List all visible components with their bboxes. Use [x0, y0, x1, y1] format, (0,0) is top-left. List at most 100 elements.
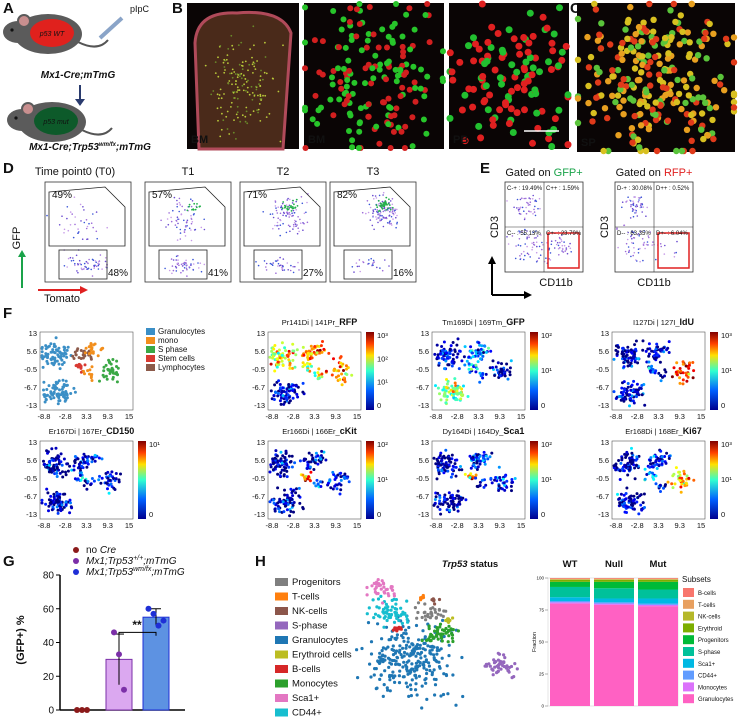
umap-dot — [436, 505, 440, 509]
cell-dot — [590, 109, 597, 117]
umap-dot — [395, 656, 400, 660]
umap-dot — [379, 594, 383, 599]
umap-dot — [279, 471, 283, 475]
cell-dot — [489, 121, 497, 129]
umap-dot — [276, 360, 280, 364]
legend-label: T-cells — [698, 603, 715, 609]
umap-dot — [307, 475, 311, 479]
umap-dot — [658, 360, 662, 364]
umap-dot — [443, 500, 447, 504]
cell-dot — [227, 62, 229, 64]
umap-dot — [292, 383, 296, 387]
umap-dot — [488, 455, 492, 459]
y-tick-label: -0.5 — [24, 365, 37, 374]
umap-dot — [481, 354, 485, 358]
event-dot — [74, 223, 76, 226]
cell-dot — [628, 81, 635, 89]
event-dot — [519, 198, 522, 201]
event-dot — [367, 211, 370, 214]
event-dot — [176, 262, 179, 265]
umap-dot — [288, 361, 292, 365]
cell-dot — [685, 53, 693, 60]
cell-dot — [252, 110, 255, 113]
event-dot — [182, 262, 184, 265]
x-tick-label: 15 — [697, 412, 705, 421]
umap-dot — [649, 462, 652, 466]
cell-dot — [680, 77, 688, 84]
cell-dot — [682, 99, 689, 107]
umap-dot — [316, 454, 320, 458]
umap-dot — [322, 450, 326, 454]
cell-dot — [251, 63, 254, 66]
cell-dot — [348, 37, 355, 43]
umap-dot — [393, 680, 397, 685]
cell-dot — [400, 53, 406, 60]
umap-dot — [466, 395, 470, 398]
event-dot — [263, 260, 266, 262]
umap-dot — [387, 594, 391, 598]
umap-dot — [425, 671, 429, 676]
event-dot — [638, 235, 640, 237]
umap-dot — [50, 447, 54, 451]
legend-swatch — [683, 611, 694, 621]
umap-dot — [376, 622, 380, 626]
umap-dot — [443, 493, 447, 497]
umap-dot — [337, 374, 340, 378]
umap-dot — [621, 467, 625, 471]
umap-dot — [91, 457, 95, 461]
umap-dot — [457, 468, 461, 472]
umap-dot — [86, 480, 90, 483]
event-dot — [278, 264, 281, 267]
umap-dot — [51, 505, 55, 509]
axis-arrow-head — [488, 256, 496, 264]
cell-dot — [346, 67, 353, 74]
umap-dot — [58, 471, 62, 475]
event-dot — [630, 234, 633, 236]
cell-dot — [229, 72, 231, 75]
bar-segment — [594, 603, 634, 605]
cell-dot — [509, 129, 517, 136]
umap-dot — [61, 390, 65, 394]
umap-dot — [301, 381, 305, 385]
x-tick-label: 3.3 — [653, 412, 663, 421]
event-dot — [361, 211, 364, 214]
y-tick-label: 5.6 — [419, 347, 429, 356]
umap-dot — [52, 492, 56, 496]
event-dot — [186, 209, 189, 212]
umap-dot — [441, 503, 445, 506]
cell-dot — [244, 60, 247, 63]
event-dot — [630, 204, 632, 206]
umap-dot — [107, 360, 111, 364]
cell-dot — [340, 16, 347, 23]
umap-dot — [444, 461, 448, 465]
event-dot — [511, 235, 514, 237]
image-label: PB — [453, 134, 468, 146]
umap-dot — [55, 498, 59, 502]
cell-dot — [526, 54, 534, 62]
umap-dot — [474, 465, 478, 469]
event-dot — [277, 217, 280, 219]
event-dot — [529, 203, 531, 206]
event-dot — [557, 244, 560, 247]
umap-dot — [673, 482, 677, 486]
cell-dot — [627, 95, 634, 102]
event-dot — [570, 251, 572, 253]
umap-dot — [342, 369, 345, 372]
umap-dot — [410, 642, 414, 646]
umap-dot — [432, 503, 436, 507]
umap-dot — [119, 472, 122, 476]
umap-dot — [52, 342, 56, 346]
umap-dot — [482, 351, 486, 354]
umap-dot — [441, 388, 445, 392]
umap-dot — [375, 686, 379, 690]
cell-dot — [237, 44, 240, 46]
umap-dot — [273, 456, 277, 460]
umap-dot — [643, 506, 646, 509]
cell-dot — [242, 89, 245, 92]
umap-dot — [513, 477, 517, 480]
umap-dot — [499, 478, 503, 482]
event-dot — [632, 202, 635, 205]
event-dot — [75, 254, 78, 257]
cell-dot — [233, 71, 236, 73]
cell-dot — [356, 128, 363, 135]
